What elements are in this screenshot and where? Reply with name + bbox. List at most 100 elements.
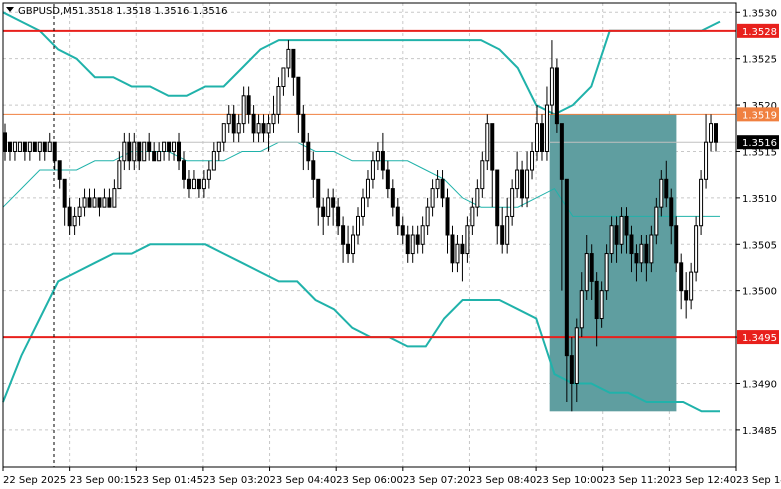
ohlc-values: 1.3518 1.3518 1.3516 1.3516 (78, 6, 228, 17)
candle-body (122, 141, 127, 162)
candle-body (569, 355, 574, 384)
candle-body (654, 206, 659, 236)
y-tick-label: 1.3500 (742, 287, 777, 298)
candle-body (42, 141, 47, 152)
candle-body (435, 178, 440, 190)
candle-body (306, 141, 311, 162)
candle-body (365, 178, 370, 199)
candle-body (674, 225, 679, 264)
candle-body (336, 206, 341, 227)
candle-body (236, 123, 241, 134)
candle-body (127, 141, 132, 162)
candle-body (694, 225, 699, 273)
x-tick-label: 23 Sep 07:20 (403, 475, 470, 486)
candle-body (465, 225, 470, 255)
candle-body (17, 141, 22, 152)
candle-body (495, 169, 500, 227)
candle-body (57, 160, 62, 180)
time-axis: 22 Sep 2025 23 Sep 00:15 23 Sep 01:45 23 Se… (2, 467, 781, 486)
candle-body (201, 178, 206, 190)
candle-body (624, 215, 629, 236)
candle-body (430, 188, 435, 208)
candle-body (291, 48, 296, 78)
candle-body (311, 160, 316, 180)
triangle-down-icon (6, 7, 14, 12)
candle-body (181, 160, 186, 180)
candles (3, 40, 718, 412)
candle-body (286, 48, 291, 69)
candle-body (559, 123, 564, 180)
candle-body (12, 141, 17, 152)
candle-body (296, 76, 301, 115)
candle-body (405, 234, 410, 255)
candle-body (395, 206, 400, 227)
candle-body (440, 178, 445, 199)
candle-body (226, 113, 231, 125)
bollinger-upper-line (2, 11, 721, 116)
candle-body (420, 225, 425, 245)
x-tick-label: 23 Sep 04:40 (270, 475, 337, 486)
candle-body (231, 113, 236, 134)
candle-body (47, 141, 52, 152)
candle-body (525, 169, 530, 199)
level-price-tag-label: 1.3528 (742, 27, 777, 38)
candle-body (142, 141, 147, 162)
x-tick-label: 23 Sep 01:45 (136, 475, 203, 486)
x-tick-label: 23 Sep 00:15 (70, 475, 137, 486)
candle-body (3, 132, 7, 152)
candle-body (604, 253, 609, 292)
candle-body (699, 178, 704, 227)
candle-body (370, 160, 375, 180)
x-tick-label: 23 Sep 03:20 (203, 475, 270, 486)
candle-body (97, 197, 102, 208)
candle-body (102, 197, 107, 208)
candle-body (92, 197, 97, 208)
candle-body (157, 150, 162, 162)
candle-body (574, 327, 579, 384)
candle-body (152, 150, 157, 162)
last-price-tag (737, 135, 779, 150)
level-price-tag (737, 23, 779, 38)
candle-body (530, 150, 535, 171)
candle-body (27, 141, 32, 152)
y-tick-label: 1.3530 (742, 8, 777, 19)
candle-body (505, 215, 510, 245)
candle-body (644, 243, 649, 264)
candle-body (266, 123, 271, 134)
candle-body (211, 150, 216, 171)
candle-body (584, 253, 589, 292)
level-price-tag (737, 107, 779, 122)
candle-body (167, 141, 172, 152)
candle-body (186, 178, 191, 190)
candle-body (609, 225, 614, 255)
candle-body (385, 169, 390, 190)
candle-body (564, 178, 569, 357)
candle-body (709, 123, 714, 143)
candle-body (87, 197, 92, 208)
candle-body (321, 206, 326, 217)
candle-body (341, 225, 346, 245)
candle-body (664, 178, 669, 199)
candle-body (689, 271, 694, 301)
candle-body (172, 141, 177, 152)
candle-body (634, 253, 639, 264)
price-axis: 1.3530 1.3525 1.3520 1.3515 1.3510 1.3505 1.35… (736, 8, 779, 437)
candle-body (659, 178, 664, 208)
candle-body (485, 123, 490, 162)
candle-body (216, 141, 221, 152)
candle-body (450, 234, 455, 264)
candle-body (271, 113, 276, 125)
x-tick-label: 23 Sep 06:00 (336, 475, 403, 486)
candle-body (360, 197, 365, 217)
y-tick-label: 1.3505 (742, 240, 777, 251)
candle-body (400, 225, 405, 236)
candle-body (445, 197, 450, 236)
candle-body (77, 206, 82, 217)
candle-body (554, 67, 559, 125)
candle-body (281, 67, 286, 88)
candle-body (112, 188, 117, 208)
candle-body (346, 243, 351, 255)
candle-body (649, 234, 654, 264)
candle-body (177, 141, 182, 162)
